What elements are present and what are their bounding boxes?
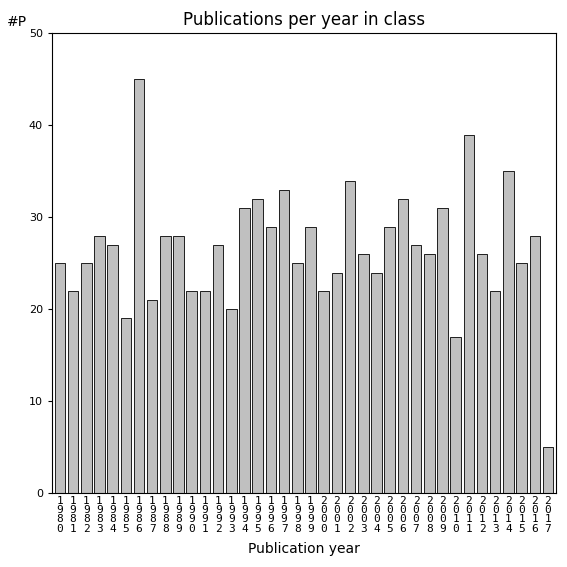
Bar <box>450 337 461 493</box>
Bar <box>424 254 434 493</box>
Bar <box>543 447 553 493</box>
Bar <box>54 263 65 493</box>
Bar <box>160 236 171 493</box>
Bar <box>81 263 91 493</box>
Bar <box>292 263 303 493</box>
Bar <box>94 236 105 493</box>
X-axis label: Publication year: Publication year <box>248 542 360 556</box>
Bar <box>332 273 342 493</box>
Bar <box>147 300 158 493</box>
Bar <box>345 180 356 493</box>
Bar <box>266 227 276 493</box>
Bar <box>187 291 197 493</box>
Bar <box>213 245 223 493</box>
Bar <box>226 309 236 493</box>
Y-axis label: #P: #P <box>7 15 27 29</box>
Bar <box>464 134 474 493</box>
Bar <box>371 273 382 493</box>
Bar <box>503 171 514 493</box>
Bar <box>437 208 448 493</box>
Bar <box>68 291 78 493</box>
Bar <box>358 254 369 493</box>
Bar <box>121 319 131 493</box>
Title: Publications per year in class: Publications per year in class <box>183 11 425 29</box>
Bar <box>305 227 316 493</box>
Bar <box>239 208 250 493</box>
Bar <box>411 245 421 493</box>
Bar <box>134 79 144 493</box>
Bar <box>530 236 540 493</box>
Bar <box>200 291 210 493</box>
Bar <box>107 245 118 493</box>
Bar <box>174 236 184 493</box>
Bar <box>384 227 395 493</box>
Bar <box>397 199 408 493</box>
Bar <box>279 190 289 493</box>
Bar <box>252 199 263 493</box>
Bar <box>517 263 527 493</box>
Bar <box>319 291 329 493</box>
Bar <box>477 254 487 493</box>
Bar <box>490 291 501 493</box>
